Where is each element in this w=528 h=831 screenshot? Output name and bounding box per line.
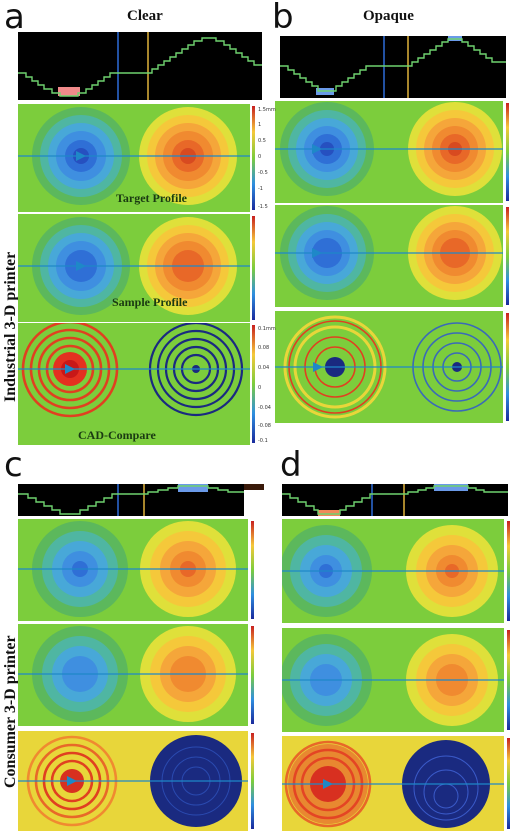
panel-b-target-profile-map	[275, 101, 519, 203]
scale-tick: -0.08	[258, 423, 271, 429]
scale-tick: 0	[258, 154, 261, 160]
cad-compare-label: CAD-Compare	[78, 428, 156, 442]
panel-c-sample-profile-map	[18, 624, 262, 726]
scale-tick: 0.04	[258, 365, 269, 371]
scale-labels-a-cad: 0.1mm 0.08 0.04 0 -0.04 -0.08 -0.1	[258, 326, 276, 444]
scale-tick: -0.1	[258, 438, 268, 444]
panel-letter-c: c	[4, 445, 23, 485]
panel-d-sample-profile-map	[282, 628, 522, 732]
panel-a-sample-profile-map: Sample Profile	[18, 214, 262, 322]
panel-c-cad-compare-map	[18, 731, 262, 831]
panel-d-target-profile-map	[282, 519, 522, 623]
panel-a-trace	[18, 32, 262, 100]
panel-letter-b: b	[272, 0, 294, 37]
panel-b-trace	[280, 36, 506, 98]
panel-b-sample-profile-map	[275, 205, 519, 307]
scale-tick: 0.08	[258, 345, 269, 351]
panel-c-target-profile-map	[18, 519, 262, 621]
column-title-opaque: Opaque	[363, 8, 414, 24]
scale-tick: 1	[258, 122, 261, 128]
panel-c-trace	[18, 484, 264, 516]
panel-letter-a: a	[4, 0, 25, 37]
scale-tick: -1.5	[258, 204, 268, 210]
scale-tick: -0.04	[258, 405, 271, 411]
panel-letter-d: d	[280, 445, 302, 485]
target-profile-label: Target Profile	[116, 191, 188, 205]
panel-d-trace	[282, 484, 508, 516]
panel-b-cad-compare-map	[275, 311, 519, 423]
scale-tick: -1	[258, 186, 263, 192]
panel-d-cad-compare-map	[282, 736, 522, 831]
scale-labels-a-profile: 1.5mm 1 0.5 0 -0.5 -1 -1.5	[258, 107, 276, 210]
panel-a-cad-compare-map: CAD-Compare	[18, 323, 262, 445]
scale-tick: 0	[258, 385, 261, 391]
scale-tick: -0.5	[258, 170, 268, 176]
scale-top-label: 1.5mm	[258, 107, 276, 113]
scale-tick: 0.5	[258, 138, 266, 144]
scale-top-label: 0.1mm	[258, 326, 276, 332]
column-title-clear: Clear	[127, 8, 163, 24]
panel-a-target-profile-map: Target Profile	[18, 104, 262, 212]
sample-profile-label: Sample Profile	[112, 295, 188, 309]
